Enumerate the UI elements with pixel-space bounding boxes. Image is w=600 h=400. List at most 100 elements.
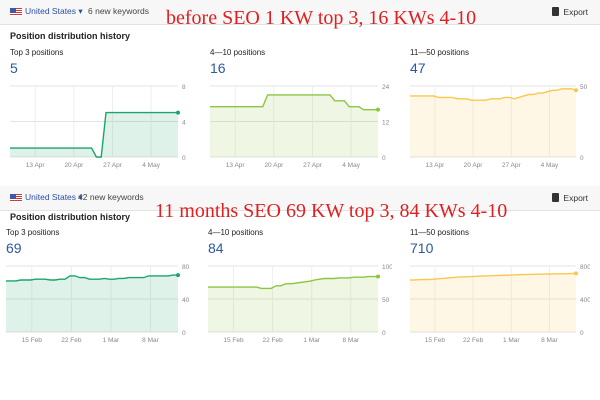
x-tick-label: 4 May (142, 162, 160, 169)
us-flag-icon (10, 194, 22, 202)
y-tick-label: 0 (382, 155, 386, 162)
last-point (176, 110, 180, 115)
x-tick-label: 4 May (541, 162, 559, 169)
chart-value: 16 (210, 60, 226, 76)
x-tick-label: 15 Feb (223, 337, 244, 344)
x-tick-label: 27 Apr (103, 162, 123, 169)
y-tick-label: 80 (182, 264, 190, 271)
y-tick-label: 400 (580, 297, 590, 304)
last-point (176, 273, 180, 278)
export-button[interactable]: Export (552, 7, 588, 17)
chart-top3: Top 3 positions 5 8 4 0 13 Apr 20 Apr 27 Apr 4… (10, 48, 192, 171)
area-chart: 100 50 0 15 Feb 22 Feb 1 Mar 8 Mar (208, 264, 392, 344)
chart-positions-11-50: 11—50 positions 47 50 0 13 Apr 20 Apr 27 Apr… (410, 48, 590, 171)
x-tick-label: 8 Mar (142, 337, 159, 344)
position-history-panel-after: United States ▾ 42 new keywords Export P… (0, 186, 600, 346)
last-point (574, 271, 578, 276)
last-point (376, 107, 380, 112)
x-tick-label: 27 Apr (502, 162, 522, 169)
panel-header: United States ▾ 42 new keywords Export (0, 186, 600, 211)
new-keywords-count: 6 new keywords (88, 6, 149, 16)
before-annotation: before SEO 1 KW top 3, 16 KWs 4-10 (166, 7, 477, 29)
chart-value: 84 (208, 240, 224, 256)
new-keywords-count: 42 new keywords (78, 192, 144, 202)
last-point (376, 274, 380, 279)
chart-value: 5 (10, 60, 18, 76)
series-line (6, 274, 178, 282)
series-line (210, 94, 378, 111)
y-tick-label: 50 (580, 84, 588, 91)
x-tick-label: 20 Apr (64, 162, 84, 169)
export-icon (552, 193, 560, 202)
area-chart: 800 400 0 15 Feb 22 Feb 1 Mar 8 Mar (410, 264, 590, 344)
chart-value: 69 (6, 240, 22, 256)
chart-label: 11—50 positions (410, 228, 469, 237)
series-line (410, 88, 577, 101)
x-tick-label: 22 Feb (463, 337, 484, 344)
series-area (410, 88, 576, 157)
x-tick-label: 22 Feb (262, 337, 283, 344)
series-area (210, 94, 378, 157)
y-tick-label: 50 (382, 297, 390, 304)
area-chart: 50 0 13 Apr 20 Apr 27 Apr 4 May (410, 84, 588, 169)
chart-label: Top 3 positions (10, 48, 64, 57)
section-title: Position distribution history (10, 212, 130, 222)
y-tick-label: 0 (580, 155, 584, 162)
country-select[interactable]: United States ▾ (25, 192, 83, 202)
x-tick-label: 20 Apr (264, 162, 284, 169)
chart-label: 4—10 positions (210, 48, 266, 57)
x-tick-label: 15 Feb (22, 337, 43, 344)
chart-label: Top 3 positions (6, 228, 60, 237)
chart-positions-11-50: 11—50 positions 710 800 400 0 15 Feb 22 Feb 1… (410, 228, 590, 346)
export-button[interactable]: Export (552, 193, 588, 203)
x-tick-label: 13 Apr (26, 162, 46, 169)
x-tick-label: 20 Apr (464, 162, 484, 169)
chart-label: 11—50 positions (410, 48, 469, 57)
x-tick-label: 15 Feb (425, 337, 446, 344)
series-area (10, 112, 178, 157)
x-tick-label: 27 Apr (303, 162, 323, 169)
area-chart: 80 40 0 15 Feb 22 Feb 1 Mar 8 Mar (6, 264, 190, 344)
last-point (574, 88, 578, 93)
series-line (10, 111, 178, 158)
x-tick-label: 1 Mar (303, 337, 320, 344)
us-flag-icon (10, 8, 22, 16)
x-tick-label: 1 Mar (103, 337, 120, 344)
export-icon (552, 7, 560, 16)
y-tick-label: 100 (382, 264, 392, 271)
x-tick-label: 1 Mar (503, 337, 520, 344)
y-tick-label: 8 (182, 84, 186, 91)
chart-value: 710 (410, 240, 434, 256)
chart-value: 47 (410, 60, 426, 76)
series-area (6, 275, 178, 332)
y-tick-label: 4 (182, 120, 186, 127)
series-area (410, 273, 576, 332)
position-history-panel-before: United States ▾ 6 new keywords Export Po… (0, 0, 600, 184)
y-tick-label: 0 (182, 155, 186, 162)
x-tick-label: 13 Apr (426, 162, 446, 169)
series-area (208, 276, 378, 332)
y-tick-label: 24 (382, 84, 390, 91)
country-select[interactable]: United States ▾ (25, 6, 83, 16)
y-tick-label: 12 (382, 120, 390, 127)
y-tick-label: 0 (580, 330, 584, 337)
series-line (208, 275, 378, 290)
section-title: Position distribution history (10, 31, 130, 41)
series-line (410, 272, 577, 281)
y-tick-label: 0 (382, 330, 386, 337)
y-tick-label: 800 (580, 264, 590, 271)
x-tick-label: 22 Feb (61, 337, 82, 344)
chart-label: 4—10 positions (208, 228, 264, 237)
x-tick-label: 13 Apr (226, 162, 246, 169)
y-tick-label: 0 (182, 330, 186, 337)
x-tick-label: 8 Mar (541, 337, 558, 344)
after-annotation: 11 months SEO 69 KW top 3, 84 KWs 4-10 (155, 200, 508, 222)
x-tick-label: 4 May (342, 162, 360, 169)
area-chart: 8 4 0 13 Apr 20 Apr 27 Apr 4 May (10, 84, 186, 169)
chart-positions-4-10: 4—10 positions 84 100 50 0 15 Feb 22 Feb 1 Ma… (208, 228, 392, 346)
chart-top3: Top 3 positions 69 80 40 0 15 Feb 22 Feb 1 Ma… (6, 228, 192, 346)
panel-header: United States ▾ 6 new keywords Export (0, 0, 600, 25)
area-chart: 24 12 0 13 Apr 20 Apr 27 Apr 4 May (210, 84, 390, 169)
chart-positions-4-10: 4—10 positions 16 24 12 0 13 Apr 20 Apr 27 Ap… (210, 48, 392, 171)
y-tick-label: 40 (182, 297, 190, 304)
